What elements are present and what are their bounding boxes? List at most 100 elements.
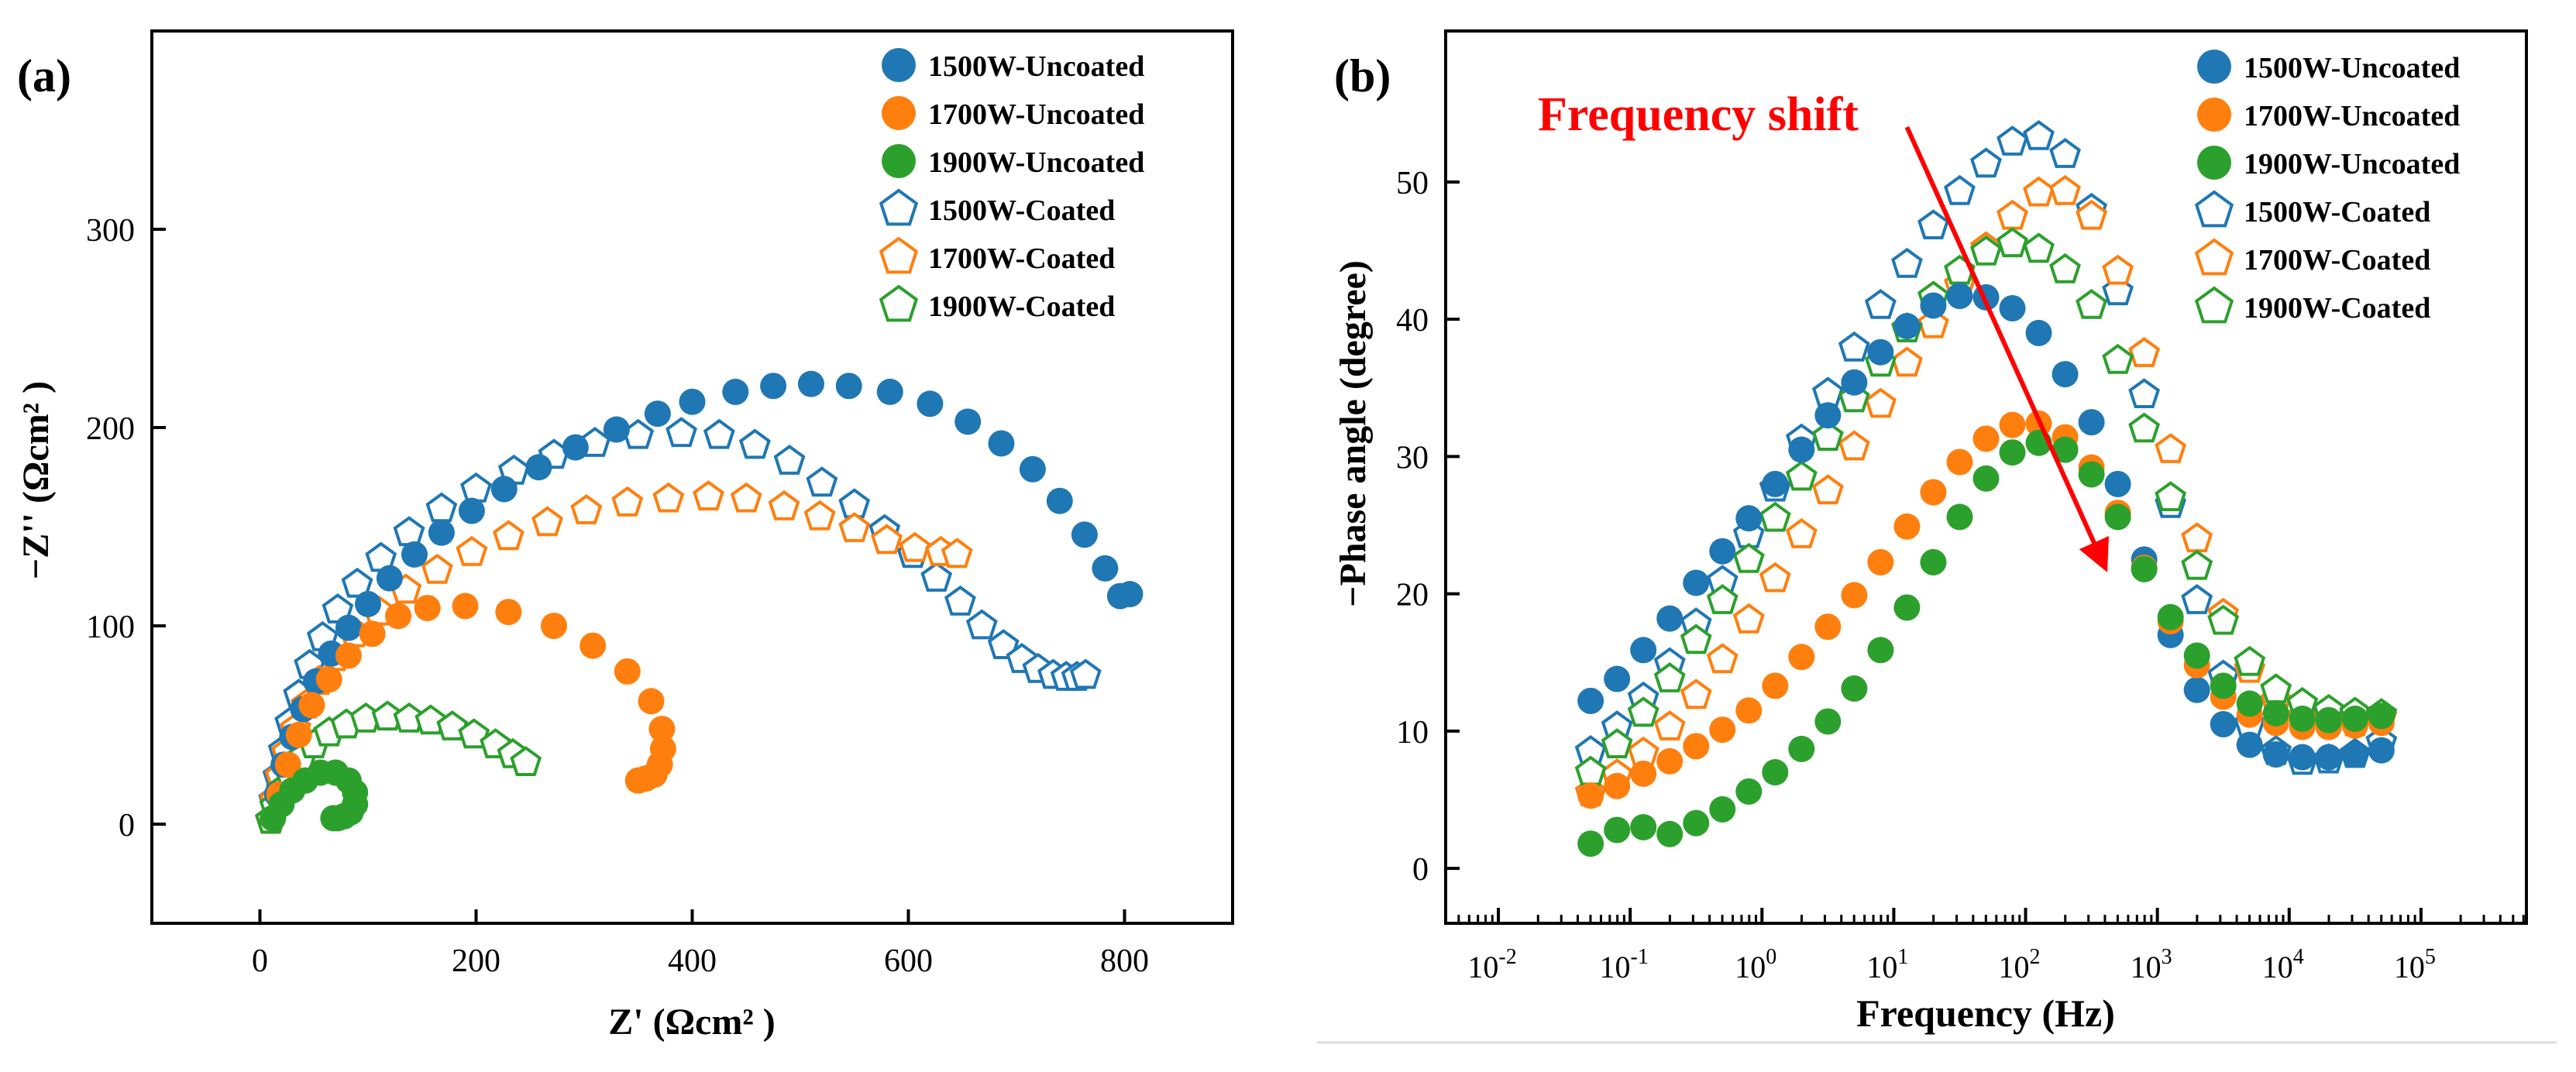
- panel-a-point: [1019, 455, 1046, 483]
- panel-a-point: [456, 535, 488, 566]
- panel-a-point: [838, 512, 871, 542]
- panel-a-point: [1071, 521, 1098, 548]
- panel-b-point: [2128, 412, 2161, 443]
- panel-a-point: [525, 454, 552, 481]
- panel-a-point: [944, 585, 976, 616]
- panel-b-y-axis-label: −Phase angle (degree): [1333, 260, 1374, 607]
- panel-b-point: [2368, 703, 2395, 730]
- panel-b-ticks: 10-2 10-1 100 101 102 103 104 105 0 10 20 30 40 50: [1396, 166, 2525, 984]
- panel-b-label: (b): [1334, 50, 1391, 101]
- panel-b-point: [1946, 503, 1973, 531]
- panel-b-y-tick-label: 50: [1396, 166, 1429, 201]
- panel-b-point: [2052, 361, 2079, 388]
- panel-b-point: [2104, 470, 2131, 497]
- panel-b-point: [1735, 505, 1763, 532]
- panel-a-series-1900W-Uncoated: [260, 759, 369, 832]
- panel-b-point: [2341, 741, 2368, 768]
- panel-b-point: [2102, 254, 2134, 285]
- panel-b-point: [1630, 760, 1657, 787]
- panel-b-x-tick-label: 100: [1735, 945, 1776, 984]
- panel-b-point: [2049, 174, 2081, 205]
- panel-b-point: [1944, 174, 1976, 205]
- panel-b-point: [2289, 705, 2316, 732]
- panel-a-point: [760, 373, 787, 400]
- panel-a-point: [899, 531, 931, 562]
- panel-a-point: [1046, 487, 1073, 514]
- panel-b-legend-label: 1700W-Uncoated: [2244, 100, 2460, 132]
- panel-b-point: [1706, 643, 1739, 674]
- panel-b-legend-label: 1500W-Uncoated: [2244, 52, 2460, 84]
- panel-a-point: [835, 373, 862, 400]
- panel-b-point: [1577, 687, 1604, 714]
- panel-b-x-tick-label: 103: [2131, 945, 2172, 984]
- panel-a-y-tick-label: 200: [86, 411, 135, 447]
- panel-b-legend-label: 1900W-Coated: [2244, 292, 2430, 325]
- panel-b-y-tick-label: 20: [1396, 578, 1429, 613]
- panel-b-legend-marker: [2197, 50, 2231, 84]
- panel-b-point: [1891, 346, 1923, 377]
- panel-b-point: [1627, 696, 1659, 727]
- panel-a-point: [531, 506, 563, 537]
- panel-a-x-tick-label: 800: [1100, 943, 1149, 979]
- panel-a-point: [562, 434, 589, 461]
- panel-b-legend-label: 1500W-Coated: [2244, 196, 2430, 228]
- panel-b-point: [2260, 673, 2292, 704]
- panel-a-point: [495, 599, 522, 626]
- panel-a-point: [941, 538, 973, 569]
- panel-b-point: [2157, 603, 2184, 630]
- panel-b-point: [1999, 411, 2026, 438]
- panel-b-point: [1920, 292, 1947, 319]
- panel-a-point: [452, 593, 479, 620]
- panel-a-point: [1069, 658, 1102, 689]
- panel-a-x-tick-label: 400: [668, 943, 717, 979]
- panel-b-point: [1972, 465, 2000, 492]
- panel-a-point: [425, 492, 458, 523]
- panel-a-point: [768, 490, 800, 521]
- panel-b-x-tick-label: 104: [2262, 945, 2304, 984]
- panel-a-point: [341, 567, 373, 598]
- panel-b-point: [1999, 439, 2026, 466]
- panel-b-point: [2076, 289, 2108, 319]
- panel-b-point: [1814, 613, 1842, 641]
- panel-a-point: [876, 378, 903, 405]
- panel-b-y-tick-label: 10: [1396, 715, 1429, 751]
- panel-b-legend-label: 1700W-Coated: [2244, 244, 2430, 277]
- panel-b-point: [2023, 176, 2055, 207]
- panel-b-point: [2181, 522, 2213, 553]
- panel-b-point: [2155, 433, 2187, 463]
- panel-a-point: [665, 417, 697, 448]
- panel-a-point: [803, 500, 836, 531]
- panel-b-x-tick-label: 10-1: [1600, 945, 1649, 984]
- panel-b-point: [2210, 672, 2237, 699]
- panel-b-x-tick-label: 101: [1866, 945, 1908, 984]
- panel-b-point: [1972, 425, 2000, 452]
- panel-a-point: [730, 482, 762, 513]
- panel-b-point: [1917, 308, 1949, 338]
- panel-b-x-tick-label: 102: [1999, 945, 2041, 984]
- panel-a-point: [987, 629, 1020, 659]
- panel-a-data: [255, 370, 1144, 834]
- panel-b-point: [2368, 737, 2395, 764]
- panel-b-point: [1838, 430, 1870, 461]
- panel-a-point: [603, 416, 630, 443]
- panel-a-x-tick-label: 600: [884, 943, 933, 979]
- panel-b-point: [1630, 637, 1657, 664]
- panel-a-point: [614, 658, 641, 685]
- panel-b-point: [2289, 744, 2316, 771]
- panel-a-y-tick-label: 0: [119, 808, 135, 844]
- panel-b-point: [1653, 662, 1686, 692]
- panel-a-point: [624, 767, 652, 794]
- panel-b-point: [2315, 706, 2342, 734]
- panel-a-legend-marker: [879, 284, 919, 322]
- panel-a-legend-marker: [879, 188, 919, 226]
- panel-b-point: [1762, 759, 1789, 786]
- panel-b-legend-marker: [2194, 286, 2234, 324]
- panel-b-point: [1920, 548, 1947, 576]
- panel-a-y-tick-label: 300: [86, 213, 135, 249]
- panel-a-legend-label: 1900W-Coated: [928, 290, 1115, 323]
- panel-b-point: [1996, 227, 2028, 258]
- panel-b-point: [1656, 747, 1684, 775]
- panel-b-point: [2315, 744, 2342, 771]
- panel-a-legend-marker: [879, 236, 919, 274]
